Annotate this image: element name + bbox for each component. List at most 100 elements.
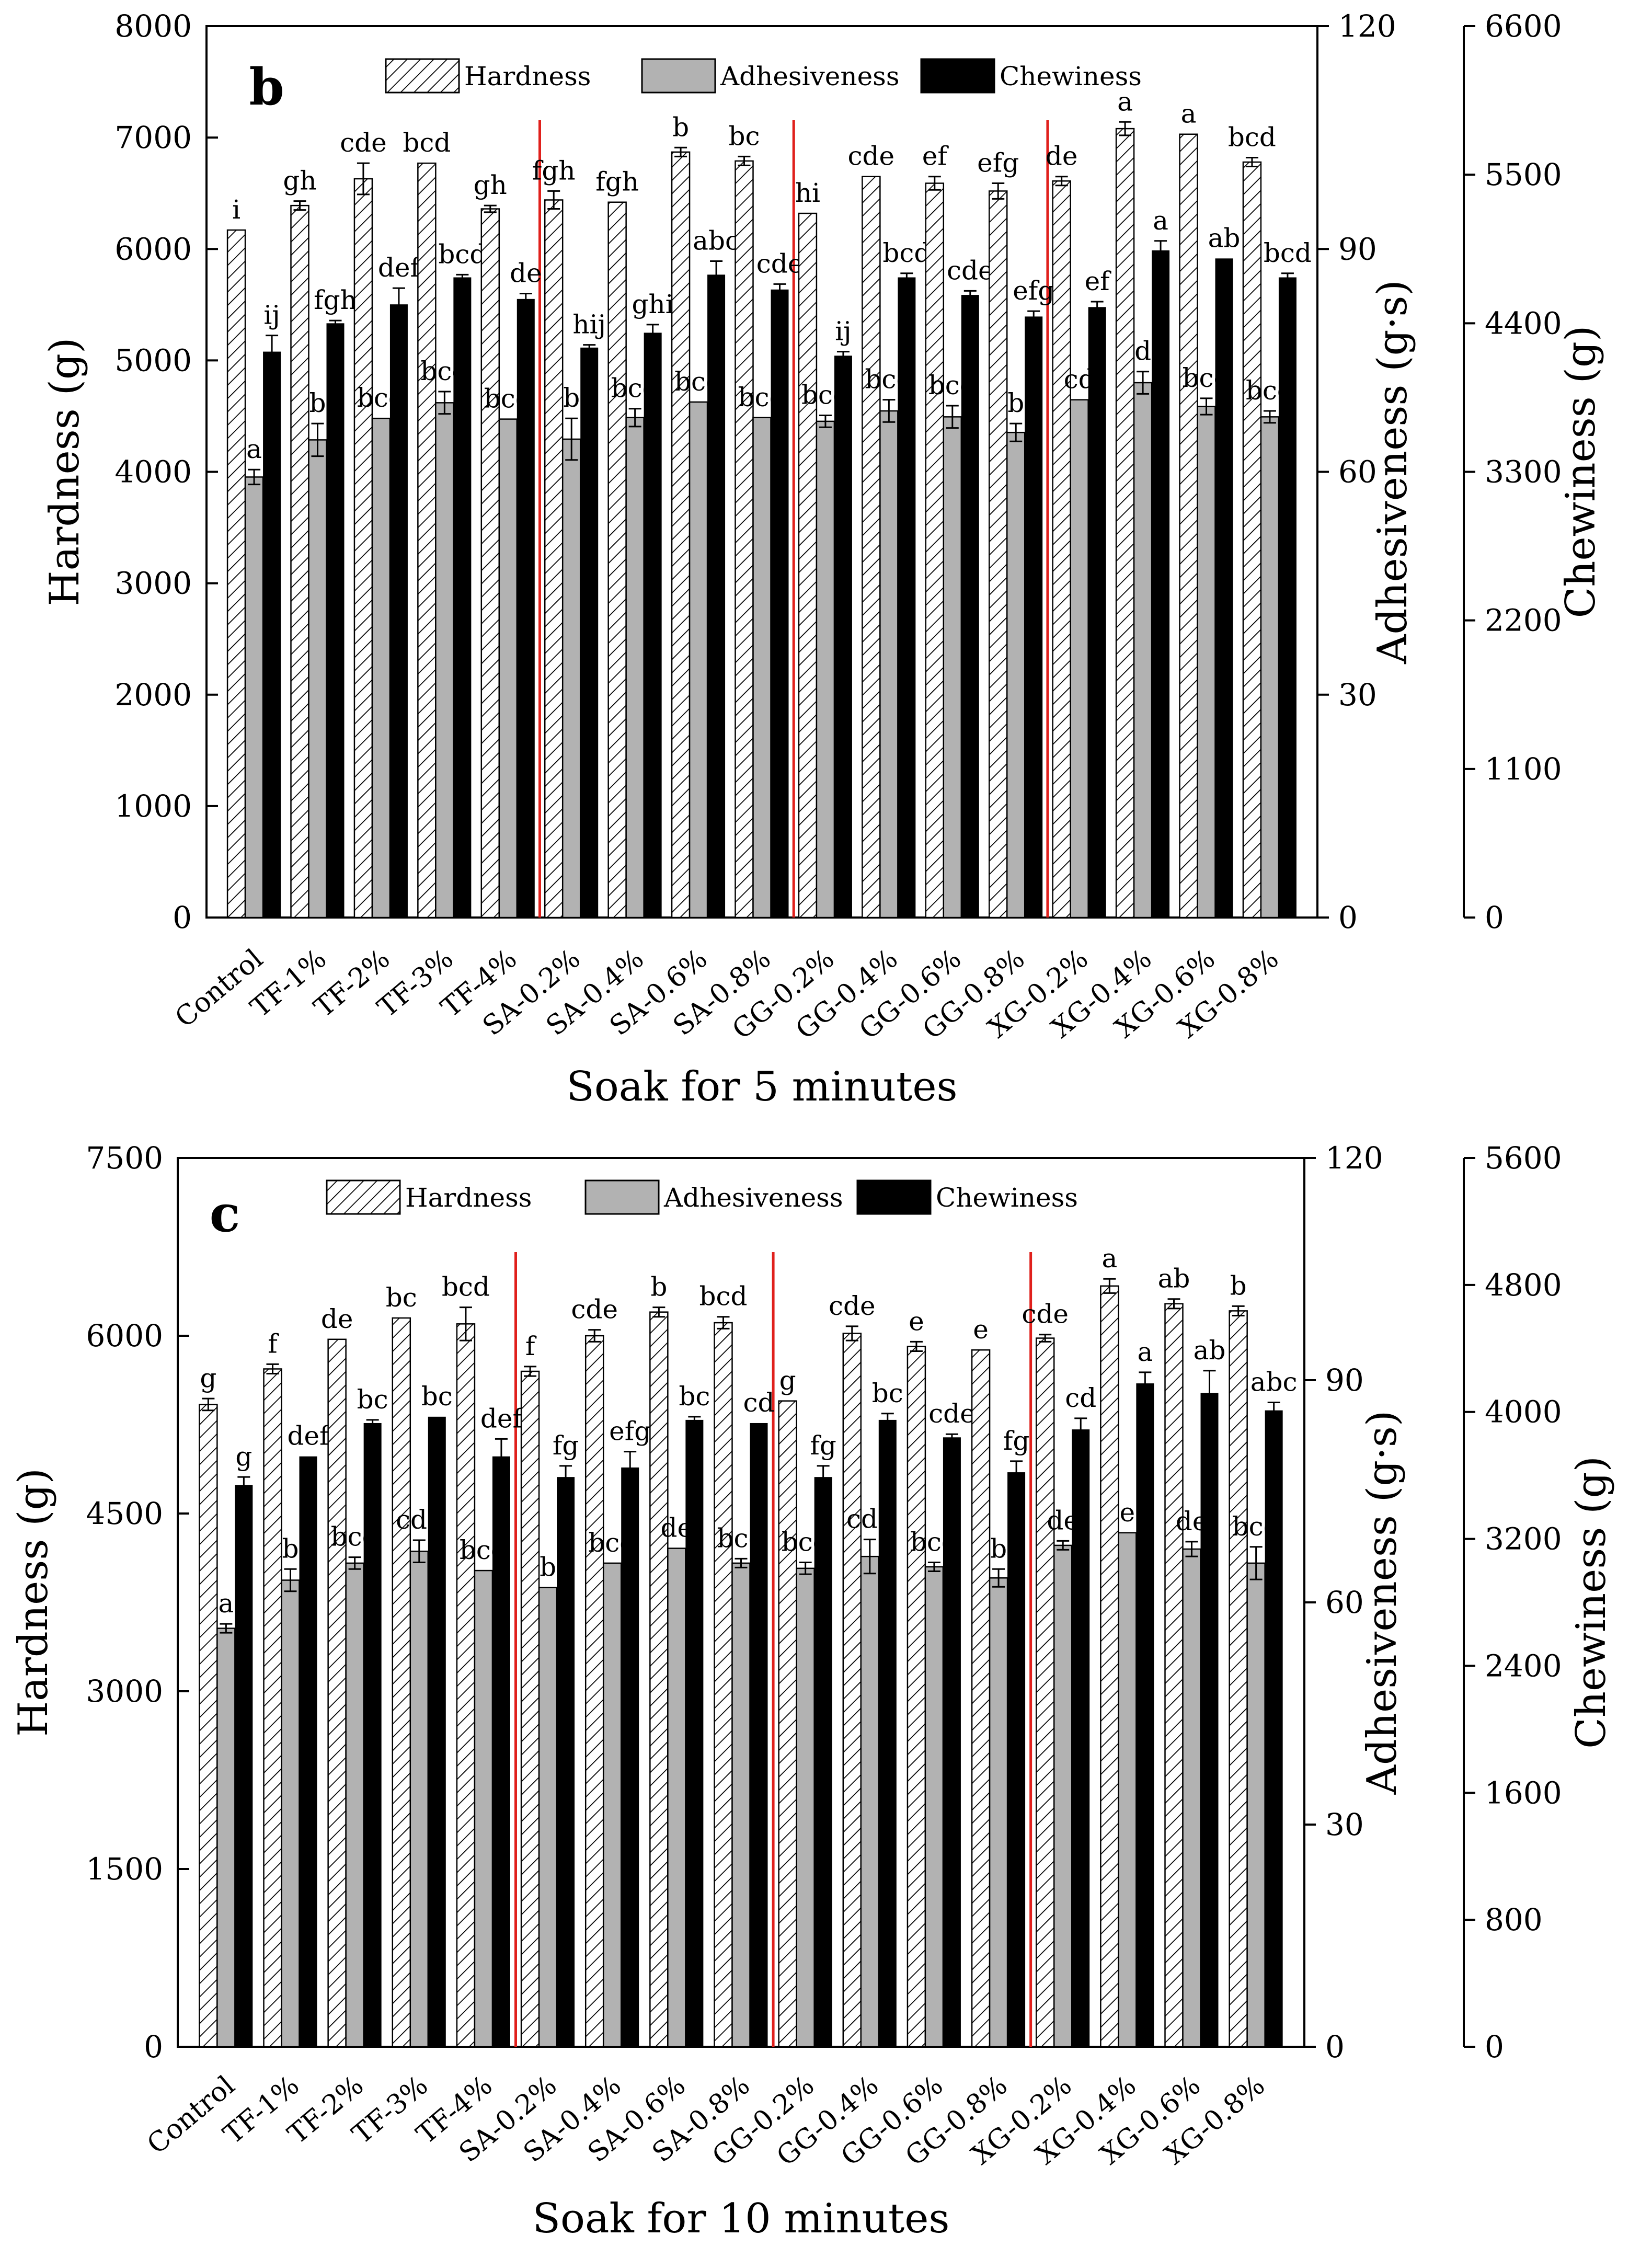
bar-adhesiveness — [752, 417, 772, 919]
bar-chewiness — [1007, 1472, 1026, 2047]
bar-chewiness — [943, 1437, 961, 2047]
y3-tick-label: 5600 — [1485, 1140, 1562, 1176]
bar-adhesiveness — [816, 420, 835, 919]
bar-hardness — [1179, 133, 1198, 919]
sig-letter-adhesiveness: b — [540, 1552, 556, 1583]
bar-hardness — [584, 1335, 604, 2048]
sig-letter-hardness: i — [232, 194, 240, 225]
bar-hardness — [327, 1338, 347, 2048]
bar-adhesiveness — [731, 1562, 751, 2048]
sig-letter-hardness: cde — [848, 141, 895, 171]
bar-adhesiveness — [1246, 1562, 1266, 2048]
bar-adhesiveness — [308, 439, 327, 919]
bar-chewiness — [389, 304, 408, 918]
sig-letter-hardness: bc — [728, 121, 760, 151]
bar-adhesiveness — [924, 1566, 944, 2048]
legend-swatch-hardness — [385, 58, 460, 94]
sig-letter-hardness: hi — [795, 178, 820, 208]
bar-chewiness — [1088, 307, 1106, 918]
y2-axis-label: Adhesiveness (g·s) — [1359, 1411, 1406, 1795]
sig-letter-hardness: cde — [571, 1294, 618, 1325]
bar-adhesiveness — [561, 438, 581, 919]
sig-letter-adhesiveness: e — [1120, 1497, 1135, 1528]
bar-hardness — [417, 162, 437, 919]
legend: Hardness Adhesiveness Chewiness — [385, 58, 1142, 94]
sig-letter-chewiness: de — [510, 258, 542, 289]
bar-adhesiveness — [796, 1567, 815, 2048]
bar-chewiness — [1072, 1429, 1090, 2047]
sig-letter-chewiness: fgh — [314, 285, 357, 315]
sig-letter-hardness: a — [1102, 1243, 1117, 1274]
bar-adhesiveness — [602, 1562, 622, 2048]
y1-tick-label: 1000 — [114, 788, 192, 824]
bar-adhesiveness — [371, 417, 391, 919]
sig-letter-chewiness: a — [1153, 205, 1168, 236]
sig-letter-hardness: ab — [1158, 1264, 1190, 1294]
sig-letter-adhesiveness: a — [246, 434, 262, 464]
y2-tick-label: 90 — [1325, 1362, 1364, 1398]
y1-tick-label: 4000 — [114, 454, 192, 490]
y1-axis-label: Hardness (g) — [10, 1468, 57, 1737]
bar-hardness — [1115, 128, 1135, 919]
legend-swatch-hardness — [326, 1179, 401, 1215]
x-axis-title: Soak for 5 minutes — [566, 1063, 957, 1110]
sig-letter-chewiness: hij — [572, 309, 606, 340]
bar-chewiness — [750, 1423, 768, 2047]
bar-hardness — [1164, 1303, 1184, 2048]
bar-chewiness — [621, 1467, 639, 2047]
sig-letter-hardness: bcd — [699, 1281, 747, 1312]
bar-hardness — [544, 199, 564, 919]
bar-chewiness — [961, 295, 979, 918]
y1-tick-label: 6000 — [86, 1318, 163, 1354]
sig-letter-adhesiveness: b — [309, 388, 326, 418]
bar-hardness — [226, 229, 246, 919]
sig-letter-chewiness: abc — [693, 226, 740, 256]
bar-adhesiveness — [538, 1587, 558, 2048]
y3-tick-label: 1600 — [1485, 1775, 1562, 1810]
sig-letter-hardness: cde — [1022, 1299, 1069, 1329]
sig-letter-hardness: fgh — [532, 155, 576, 186]
y3-tick-label: 800 — [1485, 1902, 1543, 1938]
bar-hardness — [798, 212, 818, 919]
y3-tick-label: 0 — [1485, 2029, 1504, 2065]
bar-chewiness — [1265, 1410, 1283, 2047]
bar-adhesiveness — [860, 1555, 880, 2048]
sig-letter-hardness: a — [1181, 99, 1197, 129]
sig-letter-chewiness: ef — [1085, 266, 1112, 296]
bar-chewiness — [1152, 250, 1170, 918]
y3-tick-label: 6600 — [1485, 8, 1562, 44]
y3-tick-label: 5500 — [1485, 157, 1562, 192]
sig-letter-hardness: gh — [283, 166, 316, 196]
bar-chewiness — [326, 323, 345, 918]
bar-hardness — [263, 1368, 282, 2048]
bar-hardness — [353, 178, 373, 919]
bar-adhesiveness — [1118, 1532, 1137, 2048]
bar-hardness — [925, 182, 945, 919]
y3-tick-label: 1100 — [1485, 751, 1562, 787]
sig-letter-adhesiveness: b — [990, 1533, 1007, 1564]
bar-hardness — [290, 204, 309, 919]
bar-adhesiveness — [474, 1569, 494, 2048]
y3-axis-label: Chewiness (g) — [1568, 1456, 1615, 1749]
sig-letter-hardness: cde — [829, 1291, 876, 1321]
bar-hardness — [862, 176, 881, 919]
bar-chewiness — [299, 1456, 317, 2047]
sig-letter-adhesiveness: d — [1134, 336, 1151, 366]
sig-letter-chewiness: efg — [1013, 276, 1054, 306]
y2-tick-label: 120 — [1338, 8, 1396, 44]
bar-hardness — [392, 1317, 411, 2048]
bar-chewiness — [453, 277, 472, 918]
bar-chewiness — [644, 333, 662, 918]
y1-tick-label: 4500 — [86, 1496, 163, 1531]
bar-hardness — [520, 1370, 540, 2048]
sig-letter-hardness: efg — [977, 148, 1019, 178]
sig-letter-hardness: a — [1117, 86, 1133, 117]
y3-tick-label: 2200 — [1485, 603, 1562, 638]
sig-letter-hardness: g — [779, 1366, 796, 1396]
bar-hardness — [988, 190, 1008, 919]
y2-tick-label: 0 — [1338, 900, 1358, 935]
bar-chewiness — [707, 274, 726, 918]
y3-tick-label: 2400 — [1485, 1648, 1562, 1683]
bar-chewiness — [1025, 316, 1043, 918]
